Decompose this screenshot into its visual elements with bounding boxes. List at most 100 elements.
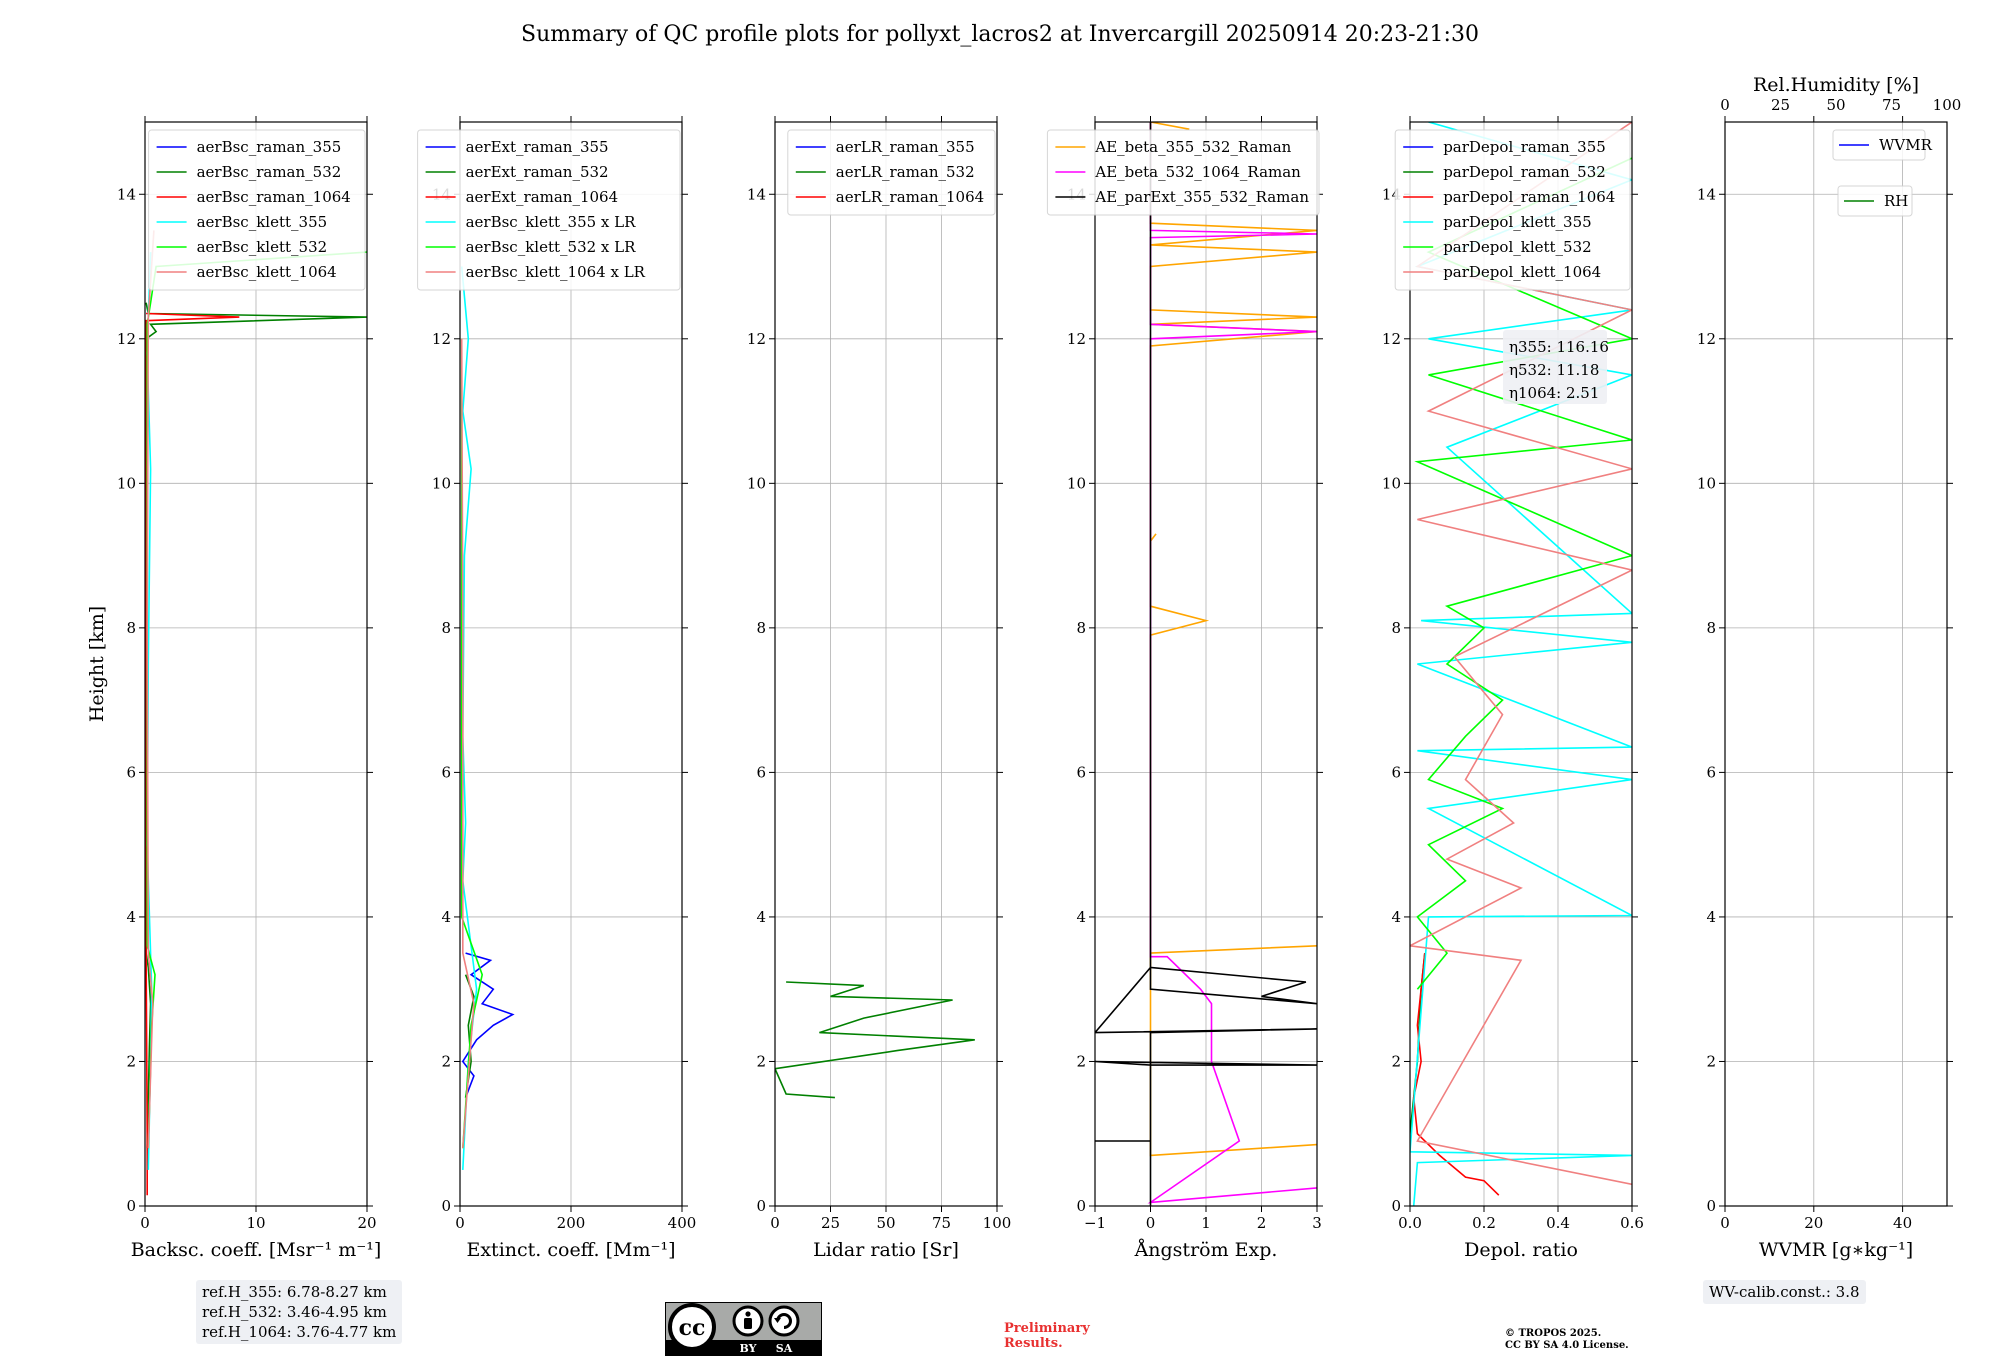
series-line-aerbsc-raman-1064 (145, 312, 240, 1196)
y-tick-label: 10 (1067, 474, 1086, 492)
preliminary-line-1: Preliminary (1004, 1321, 1090, 1336)
legend-label: aerBsc_raman_355 (197, 138, 342, 156)
x-tick-label: 0 (455, 1214, 465, 1232)
cc-by-label: BY (740, 1342, 757, 1355)
legend-label: RH (1884, 192, 1908, 210)
chart-panel-6: 0 20 40 0 2 4 6 8 10 12 14 WVMR [g∗kg⁻¹] 0 25 50 75 100 R… (1697, 74, 1961, 1261)
cc-mark-text: cc (679, 1315, 706, 1341)
cc-by-sa-license-logo: cc BY SA (665, 1302, 822, 1356)
y-tick-label: 8 (126, 619, 136, 637)
series-line-pardepol-klett-532 (1414, 157, 1632, 990)
y-tick-label: 10 (1697, 474, 1716, 492)
figure-title: Summary of QC profile plots for pollyxt_… (521, 22, 1479, 47)
series-group (145, 230, 367, 1196)
legend-label: aerBsc_klett_355 (197, 213, 328, 231)
x-tick-label: 1 (1201, 1214, 1211, 1232)
series-group (1410, 122, 1632, 1206)
y-tick-label: 12 (1067, 330, 1086, 348)
y-tick-label: 10 (117, 474, 136, 492)
y-tick-label: 12 (1382, 330, 1401, 348)
legend-label: aerBsc_klett_1064 (197, 263, 337, 281)
legend-label: parDepol_raman_532 (1443, 163, 1606, 181)
x-tick-label: 0.2 (1472, 1214, 1496, 1232)
y-tick-label: 14 (747, 185, 766, 203)
series-group (775, 981, 975, 1099)
y-tick-label: 4 (1391, 908, 1401, 926)
copyright-note: © TROPOS 2025. CC BY SA 4.0 License. (1505, 1328, 1629, 1352)
legend-label: parDepol_raman_1064 (1443, 188, 1615, 206)
x-tick-label: 40 (1893, 1214, 1912, 1232)
y-tick-label: 4 (756, 908, 766, 926)
legend-label: parDepol_klett_532 (1443, 238, 1592, 256)
legend-label: aerBsc_raman_532 (197, 163, 342, 181)
ref-height-1064: ref.H_1064: 3.76-4.77 km (202, 1323, 397, 1341)
x-tick-label: 0.6 (1620, 1214, 1644, 1232)
x-axis-label: Extinct. coeff. [Mm⁻¹] (466, 1239, 675, 1261)
legend-label: aerBsc_klett_1064 x LR (466, 263, 646, 281)
series-line-aerbsc-raman-532 (145, 302, 367, 1149)
legend-box (1837, 185, 1913, 217)
legend-box (1046, 129, 1320, 216)
y-tick-label: 2 (1076, 1052, 1086, 1070)
legend-label: aerBsc_klett_532 x LR (466, 238, 637, 256)
eta-annotation: η1064: 2.51 (1509, 384, 1599, 402)
series-line-ae-parext-355-532-raman (1095, 122, 1317, 1206)
copyright-line-2: CC BY SA 4.0 License. (1505, 1340, 1629, 1351)
legend-label: AE_beta_355_532_Raman (1094, 138, 1291, 156)
y-tick-label: 8 (1076, 619, 1086, 637)
y-tick-label: 10 (432, 474, 451, 492)
legend-label: aerLR_raman_1064 (836, 188, 984, 206)
series-line-pardepol-klett-355 (1410, 122, 1632, 1206)
share-alike-icon (768, 1305, 800, 1337)
legend-label: aerBsc_klett_355 x LR (466, 213, 637, 231)
chart-panel-2: 020040002468101214Extinct. coeff. [Mm⁻¹]… (417, 116, 696, 1261)
eta-annotation: η355: 116.16 (1509, 338, 1609, 356)
y-tick-label: 14 (1697, 185, 1716, 203)
legend-label: aerBsc_raman_1064 (197, 188, 351, 206)
y-tick-label: 8 (1706, 619, 1716, 637)
x2-tick-label: 100 (1933, 96, 1962, 114)
x-tick-label: 0.4 (1546, 1214, 1570, 1232)
x-tick-label: 0 (770, 1214, 780, 1232)
series-line-ae-beta-532-1064-raman (1147, 122, 1317, 1204)
y-tick-label: 4 (126, 908, 136, 926)
series-line-aerlr-raman-532 (775, 981, 975, 1099)
legend-label: AE_parExt_355_532_Raman (1094, 188, 1309, 206)
axes-frame (1409, 121, 1633, 1207)
legend-box (417, 129, 681, 291)
x2-axis-label: Rel.Humidity [%] (1753, 74, 1919, 96)
y-tick-label: 4 (1706, 908, 1716, 926)
y-tick-label: 6 (126, 763, 136, 781)
y-tick-label: 14 (117, 185, 136, 203)
x-tick-label: 50 (876, 1214, 895, 1232)
x-tick-label: 75 (932, 1214, 951, 1232)
legend-label: aerLR_raman_532 (836, 163, 975, 181)
eta-annotation: η532: 11.18 (1509, 361, 1599, 379)
x-tick-label: 0 (1146, 1214, 1156, 1232)
x-axis-label: WVMR [g∗kg⁻¹] (1759, 1239, 1913, 1261)
series-line-aerbsc-klett-1064-x-lr (460, 338, 475, 1149)
x-tick-label: 0 (140, 1214, 150, 1232)
x2-tick-label: 25 (1771, 96, 1790, 114)
y-tick-label: 0 (1391, 1197, 1401, 1215)
series-line-pardepol-raman-1064 (1412, 953, 1500, 1196)
x-axis-label: Backsc. coeff. [Msr⁻¹ m⁻¹] (131, 1239, 382, 1261)
ref-height-532: ref.H_532: 3.46-4.95 km (202, 1303, 387, 1321)
y-tick-label: 6 (1391, 763, 1401, 781)
y-tick-label: 2 (441, 1052, 451, 1070)
y-tick-label: 12 (432, 330, 451, 348)
x-axis-label: Ångström Exp. (1134, 1239, 1278, 1261)
y-tick-label: 8 (441, 619, 451, 637)
y-tick-label: 2 (1706, 1052, 1716, 1070)
legend-label: aerExt_raman_1064 (466, 188, 619, 206)
x-tick-label: 20 (357, 1214, 376, 1232)
chart-panel-3: 0 25 50 75 100 0 2 4 6 8 10 12 14 Lidar ratio [Sr] aer… (747, 116, 1011, 1261)
wv-calibration-box: WV-calib.const.: 3.8 (1703, 1280, 1866, 1304)
y-tick-label: 10 (1382, 474, 1401, 492)
y-tick-label: 6 (1076, 763, 1086, 781)
cc-sa-label: SA (776, 1342, 793, 1355)
y-tick-label: 8 (1391, 619, 1401, 637)
x-axis-label: Lidar ratio [Sr] (813, 1239, 959, 1261)
